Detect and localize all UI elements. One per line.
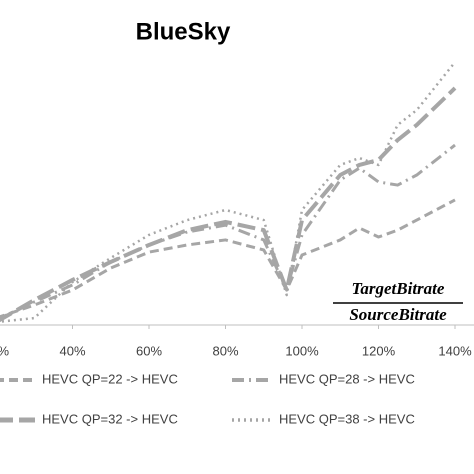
legend-label: HEVC QP=32 -> HEVC bbox=[42, 411, 178, 426]
series-line bbox=[0, 198, 456, 319]
x-tick-label: 20% bbox=[0, 343, 9, 358]
x-tick-label: 140% bbox=[438, 343, 472, 358]
annotation-denominator: SourceBitrate bbox=[349, 305, 447, 324]
legend-label: HEVC QP=38 -> HEVC bbox=[279, 411, 415, 426]
annotation-numerator: TargetBitrate bbox=[352, 279, 445, 298]
x-tick-label: 120% bbox=[362, 343, 396, 358]
legend-label: HEVC QP=22 -> HEVC bbox=[42, 371, 178, 386]
x-tick-label: 80% bbox=[212, 343, 238, 358]
chart-title: BlueSky bbox=[136, 18, 231, 45]
legend-label: HEVC QP=28 -> HEVC bbox=[279, 371, 415, 386]
x-tick-label: 40% bbox=[59, 343, 85, 358]
x-tick-label: 60% bbox=[136, 343, 162, 358]
x-tick-label: 100% bbox=[285, 343, 319, 358]
